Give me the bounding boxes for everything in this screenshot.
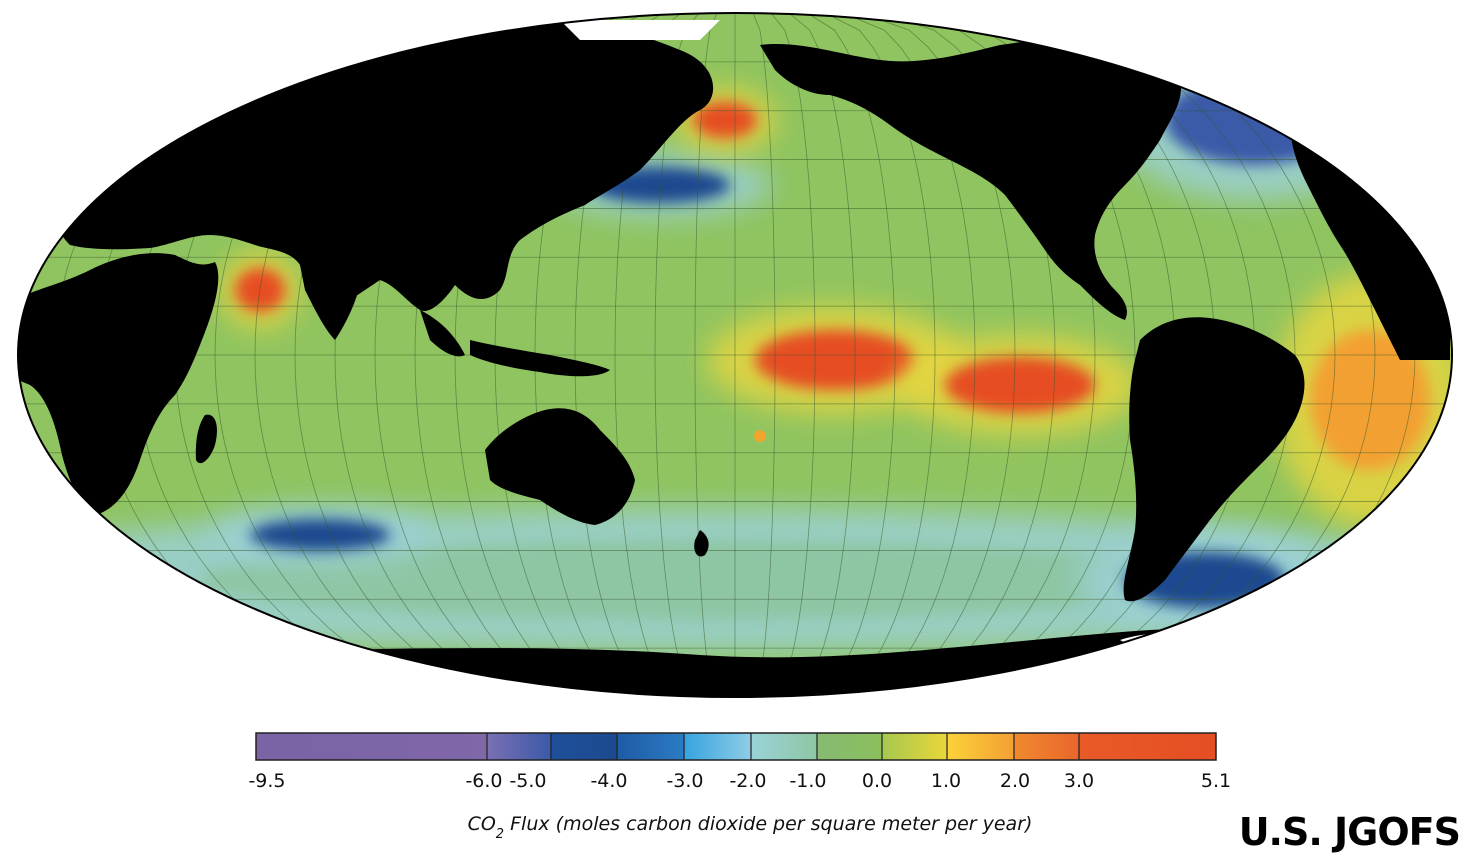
- grid-meridian: [806, 13, 896, 697]
- flux-region-greenland-sea: [210, 27, 310, 63]
- legend-segment: [684, 733, 751, 760]
- flux-region-equatorial-pacific-east: [945, 357, 1095, 413]
- jgofs-logo: U.S. JGOFS: [1238, 810, 1461, 854]
- legend-segment: [617, 733, 684, 760]
- legend-tick-label: -4.0: [590, 770, 627, 792]
- legend-segment: [1014, 733, 1079, 760]
- greenland: [1130, 17, 1210, 60]
- sea-ice-north: [560, 20, 720, 40]
- flux-region-southern-indian: [250, 519, 390, 551]
- grid-meridian: [788, 13, 856, 697]
- australia: [485, 408, 635, 525]
- legend-caption: CO2 Flux (moles carbon dioxide per squar…: [468, 813, 1033, 842]
- legend-tick-label: -6.0: [465, 770, 502, 792]
- color-legend: -9.5 -6.0 -5.0 -4.0 -3.0 -2.0 -1.0 0.0 1.0 2.0 3.0…: [0, 720, 1470, 860]
- legend-tick-label: 1.0: [931, 770, 961, 792]
- legend-outline: [255, 732, 1217, 761]
- flux-region-equatorial-atlantic: [1310, 330, 1430, 470]
- india: [300, 265, 360, 340]
- legend-segment: [1079, 733, 1216, 760]
- legend-tick-label: 2.0: [1000, 770, 1030, 792]
- legend-segment: [551, 733, 617, 760]
- grid-meridian: [770, 13, 816, 697]
- grid-meridian: [1004, 13, 1336, 697]
- legend-segment: [256, 733, 487, 760]
- legend-colorbar: [255, 732, 1217, 761]
- globe-outline: [17, 12, 1453, 698]
- indonesia: [470, 340, 610, 377]
- co2-flux-map: [17, 12, 1453, 698]
- legend-tick-label: 5.1: [1201, 770, 1231, 792]
- legend-tick-label: -1.0: [789, 770, 826, 792]
- grid-meridian: [752, 13, 776, 697]
- grid-meridian: [694, 13, 718, 697]
- legend-ticks: -9.5 -6.0 -5.0 -4.0 -3.0 -2.0 -1.0 0.0 1.0 2.0 3.0…: [248, 770, 1231, 792]
- legend-tick-label: -9.5: [248, 770, 285, 792]
- flux-region-equatorial-pacific-west: [755, 330, 915, 390]
- southeast-asia: [420, 310, 465, 357]
- flux-region-halo: [180, 13, 340, 78]
- europe: [1290, 114, 1450, 360]
- africa: [18, 253, 219, 515]
- legend-segment: [487, 733, 551, 760]
- north-america: [760, 33, 1181, 320]
- legend-tick-label: -2.0: [729, 770, 766, 792]
- legend-segment: [882, 733, 947, 760]
- legend-segment: [817, 733, 882, 760]
- flux-point: [754, 430, 766, 442]
- legend-canvas: -9.5 -6.0 -5.0 -4.0 -3.0 -2.0 -1.0 0.0 1.0 2.0 3.0…: [248, 732, 1231, 842]
- madagascar: [195, 414, 217, 464]
- legend-tick-label: -5.0: [509, 770, 546, 792]
- map-canvas: [17, 12, 1453, 698]
- legend-segment: [947, 733, 1014, 760]
- south-america: [1123, 317, 1305, 602]
- legend-tick-label: 0.0: [862, 770, 892, 792]
- globe: [18, 13, 1452, 697]
- legend-tick-label: -3.0: [666, 770, 703, 792]
- legend-segment: [751, 733, 817, 760]
- new-zealand: [694, 530, 709, 557]
- legend-tick-label: 3.0: [1064, 770, 1094, 792]
